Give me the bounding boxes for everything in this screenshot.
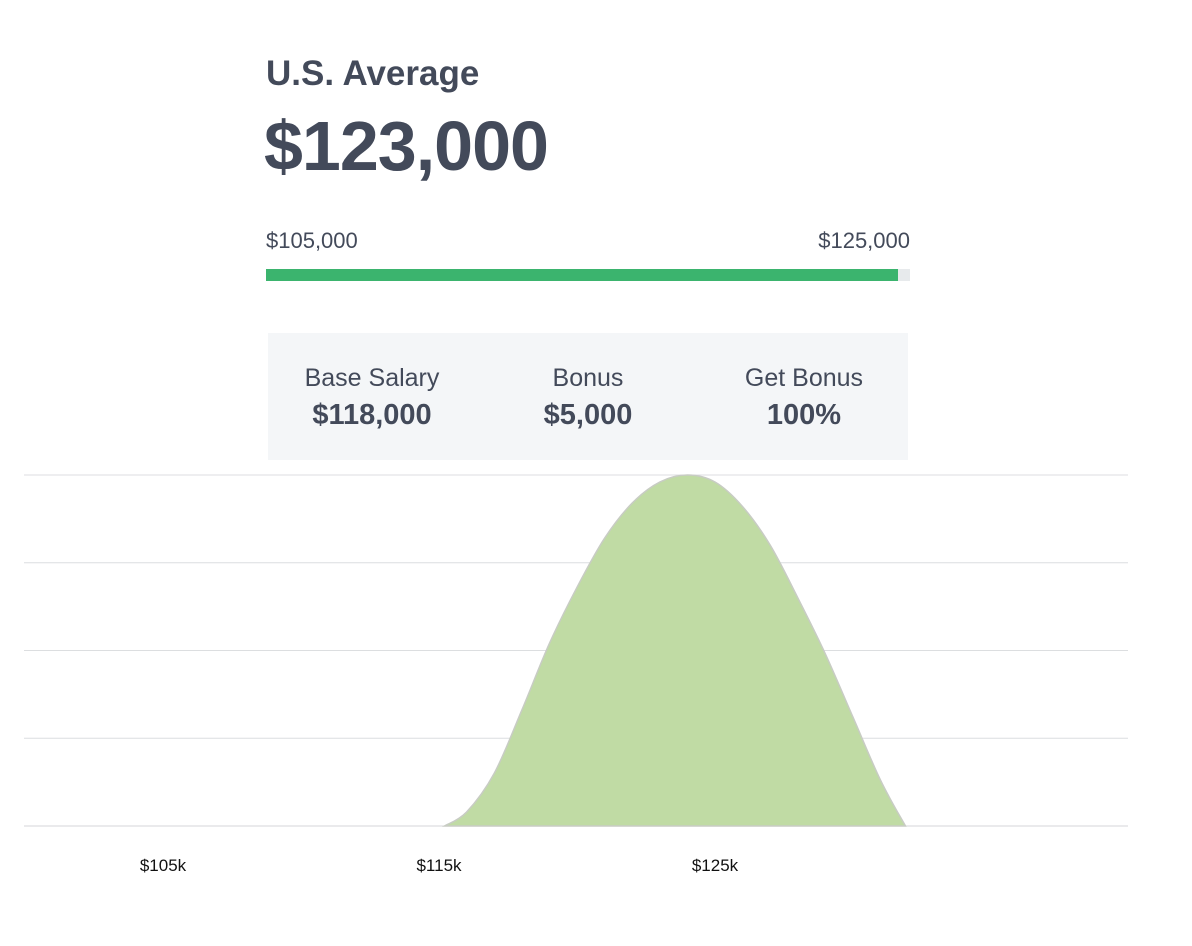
range-low-label: $105,000 <box>266 228 358 253</box>
distribution-area <box>441 474 907 827</box>
bonus-stat: Bonus $5,000 <box>488 363 688 433</box>
base-salary-value: $118,000 <box>312 399 432 431</box>
salary-distribution-chart: $105k $115k $125k <box>24 474 1128 875</box>
get-bonus-value: 100% <box>766 399 842 431</box>
base-salary-label: Base Salary <box>304 364 440 392</box>
x-tick-label: $125k <box>692 856 739 875</box>
get-bonus-stat: Get Bonus 100% <box>704 363 904 433</box>
base-salary-stat: Base Salary $118,000 <box>272 363 472 433</box>
get-bonus-label: Get Bonus <box>744 364 864 392</box>
range-bar-fill <box>266 269 899 281</box>
range-bar <box>266 269 910 281</box>
x-tick-label: $115k <box>416 856 462 875</box>
bonus-value: $5,000 <box>543 399 633 431</box>
range-high-label: $125,000 <box>818 228 910 253</box>
average-amount: $123,000 <box>264 107 549 185</box>
page-title: U.S. Average <box>266 54 480 93</box>
bonus-label: Bonus <box>552 364 624 392</box>
salary-summary-panel: Base Salary $118,000 Bonus $5,000 Get Bo… <box>268 333 908 460</box>
x-tick-label: $105k <box>140 856 187 875</box>
